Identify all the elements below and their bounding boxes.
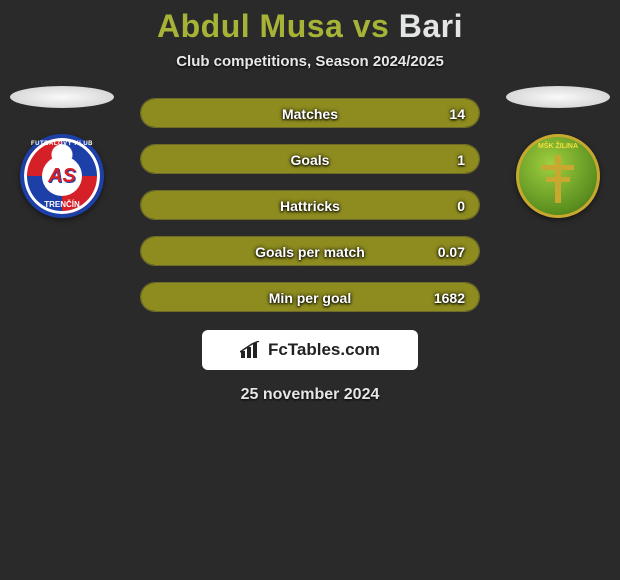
stat-fill	[141, 99, 479, 127]
stat-row: Min per goal1682	[140, 282, 480, 312]
stat-row: Goals1	[140, 144, 480, 174]
stat-row: Hattricks0	[140, 190, 480, 220]
stat-fill	[141, 191, 479, 219]
date-label: 25 november 2024	[0, 386, 620, 404]
stat-row: Matches14	[140, 98, 480, 128]
brand-box[interactable]: FcTables.com	[202, 330, 418, 370]
ellipse-decoration-right	[506, 86, 610, 108]
zilina-cross-icon	[540, 155, 576, 203]
bar-chart-icon	[240, 341, 262, 359]
stat-fill	[141, 283, 479, 311]
ellipse-decoration-left	[10, 86, 114, 108]
club-badge-left: AS	[20, 134, 104, 218]
brand-text: FcTables.com	[268, 340, 380, 360]
stat-fill	[141, 145, 479, 173]
vs-separator: vs	[343, 8, 398, 44]
trencin-crest-icon: AS	[20, 134, 104, 218]
club-badge-right	[516, 134, 600, 218]
player-name: Abdul Musa	[157, 8, 343, 44]
comparison-content: AS Matches14 Goals1 Hattricks0 Goals per ma…	[0, 98, 620, 404]
trencin-crest-inner: AS	[42, 156, 82, 196]
opponent-name: Bari	[399, 8, 463, 44]
stats-list: Matches14 Goals1 Hattricks0 Goals per match…	[140, 98, 480, 312]
stat-fill	[141, 237, 479, 265]
stat-row: Goals per match0.07	[140, 236, 480, 266]
subtitle: Club competitions, Season 2024/2025	[0, 53, 620, 70]
zilina-crest-icon	[516, 134, 600, 218]
page-title: Abdul Musa vs Bari	[0, 0, 620, 45]
